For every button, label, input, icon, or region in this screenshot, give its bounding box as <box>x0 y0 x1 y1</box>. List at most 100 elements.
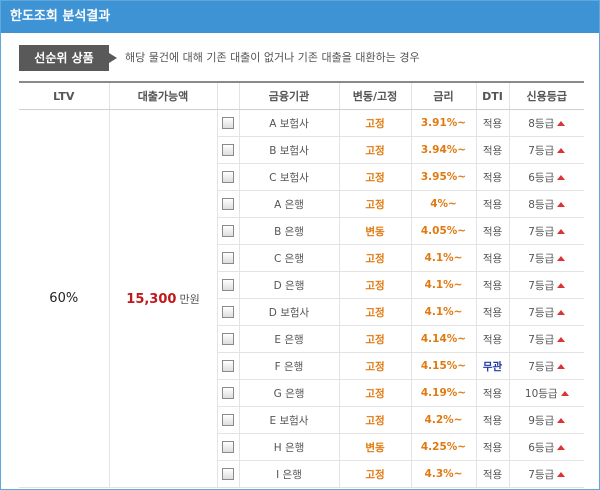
select-cell <box>216 379 239 407</box>
table-row: 60% 15,300 만원 A 보험사 고정 3.91%~ 적용 8등급 <box>19 109 584 488</box>
row-checkbox[interactable] <box>222 414 234 426</box>
credit-grade-text: 7등급 <box>528 279 555 292</box>
dti-cell: 적용 <box>475 163 509 191</box>
rate-cell: 3.94%~ <box>410 136 476 164</box>
select-cell <box>216 325 239 353</box>
row-checkbox[interactable] <box>222 333 234 345</box>
header-select <box>216 81 239 110</box>
dti-cell: 적용 <box>475 298 509 326</box>
loan-amount: 15,300 만원 <box>108 109 217 488</box>
row-checkbox[interactable] <box>222 468 234 480</box>
select-cell <box>216 217 239 245</box>
up-triangle-icon <box>557 417 566 423</box>
dti-cell: 적용 <box>475 271 509 299</box>
rate-type-cell: 고정 <box>338 460 411 488</box>
table-row: C 은행 고정 4.1%~ 적용 7등급 <box>19 244 584 272</box>
panel-title: 한도조회 분석결과 <box>1 1 599 33</box>
rate-cell: 4.05%~ <box>410 217 476 245</box>
table-row: G 은행 고정 4.19%~ 적용 10등급 <box>19 379 584 407</box>
up-triangle-icon <box>557 255 566 261</box>
up-triangle-icon <box>557 309 566 315</box>
credit-grade-cell: 7등급 <box>508 136 584 164</box>
rate-cell: 4.3%~ <box>410 460 476 488</box>
rate-cell: 4%~ <box>410 190 476 218</box>
select-cell <box>216 460 239 488</box>
row-checkbox[interactable] <box>222 306 234 318</box>
select-cell <box>216 433 239 461</box>
institution-cell: H 은행 <box>238 433 339 461</box>
rate-type-cell: 고정 <box>338 352 411 380</box>
rate-type-cell: 변동 <box>338 433 411 461</box>
up-triangle-icon <box>560 390 569 396</box>
select-cell <box>216 406 239 434</box>
rate-type-cell: 고정 <box>338 109 411 137</box>
up-triangle-icon <box>557 363 566 369</box>
dti-cell: 적용 <box>475 244 509 272</box>
institution-cell: E 보험사 <box>238 406 339 434</box>
header-rate-type: 변동/고정 <box>338 81 411 110</box>
table-row: H 은행 변동 4.25%~ 적용 6등급 <box>19 433 584 461</box>
credit-grade-text: 7등급 <box>528 333 555 346</box>
rate-type-cell: 고정 <box>338 325 411 353</box>
institution-cell: C 은행 <box>238 244 339 272</box>
row-checkbox[interactable] <box>222 360 234 372</box>
row-checkbox[interactable] <box>222 252 234 264</box>
select-cell <box>216 298 239 326</box>
header-rate: 금리 <box>410 81 476 110</box>
rate-type-cell: 고정 <box>338 136 411 164</box>
rate-type-cell: 고정 <box>338 190 411 218</box>
header-dti: DTI <box>475 81 509 110</box>
dti-cell: 적용 <box>475 406 509 434</box>
credit-grade-text: 8등급 <box>528 117 555 130</box>
table-header-row: LTV 대출가능액 금융기관 변동/고정 금리 DTI 신용등급 <box>19 81 584 110</box>
up-triangle-icon <box>557 444 566 450</box>
dti-cell: 적용 <box>475 325 509 353</box>
credit-grade-cell: 7등급 <box>508 460 584 488</box>
credit-grade-cell: 7등급 <box>508 244 584 272</box>
row-checkbox[interactable] <box>222 225 234 237</box>
up-triangle-icon <box>557 147 566 153</box>
up-triangle-icon <box>557 201 566 207</box>
credit-grade-text: 6등급 <box>528 441 555 454</box>
dti-cell: 적용 <box>475 136 509 164</box>
rate-type-cell: 고정 <box>338 163 411 191</box>
loan-table: LTV 대출가능액 금융기관 변동/고정 금리 DTI 신용등급 60% 15,3… <box>19 81 584 488</box>
row-checkbox[interactable] <box>222 279 234 291</box>
institution-cell: C 보험사 <box>238 163 339 191</box>
credit-grade-text: 8등급 <box>528 198 555 211</box>
rate-type-cell: 변동 <box>338 217 411 245</box>
rate-type-cell: 고정 <box>338 406 411 434</box>
dti-cell: 적용 <box>475 109 509 137</box>
credit-grade-text: 7등급 <box>528 360 555 373</box>
up-triangle-icon <box>557 336 566 342</box>
loan-amount-value: 15,300 <box>126 291 177 307</box>
header-credit-grade: 신용등급 <box>508 81 584 110</box>
institution-cell: E 은행 <box>238 325 339 353</box>
rate-cell: 4.1%~ <box>410 244 476 272</box>
select-cell <box>216 136 239 164</box>
up-triangle-icon <box>557 282 566 288</box>
row-checkbox[interactable] <box>222 198 234 210</box>
institution-cell: A 보험사 <box>238 109 339 137</box>
rate-type-cell: 고정 <box>338 379 411 407</box>
dti-cell: 적용 <box>475 433 509 461</box>
institution-cell: B 보험사 <box>238 136 339 164</box>
rate-cell: 4.15%~ <box>410 352 476 380</box>
credit-grade-cell: 7등급 <box>508 325 584 353</box>
rate-type-cell: 고정 <box>338 244 411 272</box>
dti-cell: 적용 <box>475 379 509 407</box>
row-checkbox[interactable] <box>222 387 234 399</box>
row-checkbox[interactable] <box>222 171 234 183</box>
row-checkbox[interactable] <box>222 117 234 129</box>
table-row: D 은행 고정 4.1%~ 적용 7등급 <box>19 271 584 299</box>
select-cell <box>216 190 239 218</box>
table-row: A 은행 고정 4%~ 적용 8등급 <box>19 190 584 218</box>
credit-grade-cell: 6등급 <box>508 163 584 191</box>
credit-grade-text: 6등급 <box>528 171 555 184</box>
row-checkbox[interactable] <box>222 144 234 156</box>
credit-grade-cell: 6등급 <box>508 433 584 461</box>
rate-cell: 4.1%~ <box>410 271 476 299</box>
credit-grade-text: 7등급 <box>528 306 555 319</box>
row-checkbox[interactable] <box>222 441 234 453</box>
